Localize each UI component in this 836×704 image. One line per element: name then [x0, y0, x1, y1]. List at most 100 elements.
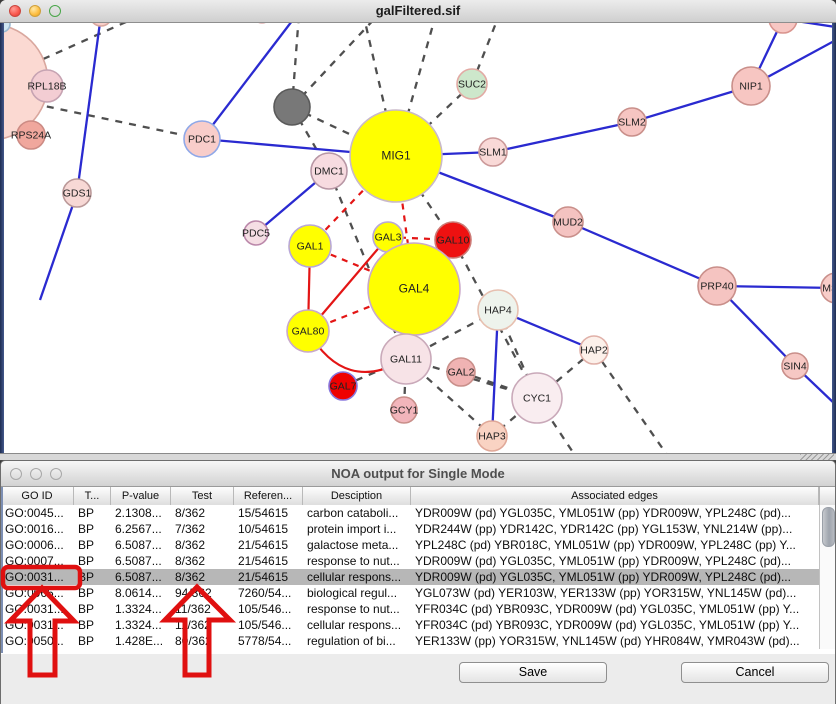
network-edge [794, 365, 836, 407]
maximize-icon[interactable] [50, 468, 62, 480]
node-hap2[interactable] [579, 335, 609, 365]
save-button[interactable]: Save [459, 662, 607, 683]
table-cell: BP [78, 602, 95, 616]
node-gal11[interactable] [380, 333, 432, 385]
table-row[interactable]: GO:0050... BP 1.428E... 80/362 5778/54... reg… [1, 633, 819, 649]
node-pdc5[interactable] [243, 220, 269, 246]
node-gal2[interactable] [446, 357, 476, 387]
minimize-icon[interactable] [30, 468, 42, 480]
node-pdc1[interactable] [183, 120, 221, 158]
window-edge [0, 22, 4, 454]
table-row[interactable]: GO:0045... BP 2.1308... 8/362 15/54615 carbon… [1, 505, 819, 521]
node-label: GAL1 [297, 241, 324, 253]
node-label: GDS1 [63, 188, 92, 200]
network-edge [716, 284, 836, 290]
node-sin4[interactable] [781, 352, 809, 380]
node-gcy1[interactable] [390, 396, 418, 424]
node-gal7[interactable] [328, 371, 358, 401]
table-cell: GO:0050... [5, 634, 64, 648]
node-label: MIG1 [381, 149, 411, 163]
table-cell: 6.5087... [115, 570, 162, 584]
node-prp40[interactable] [697, 266, 737, 306]
table-cell: 10/54615 [238, 522, 289, 536]
network-window: RPL18B RPS24A GDS1 PDC1 DMC1 MIG1 SUC2 SLM1 SLM2… [0, 0, 836, 461]
table-row[interactable]: GO:0006... BP 6.5087... 8/362 21/54615 galact… [1, 537, 819, 553]
statusbar [0, 453, 836, 460]
table-cell: 105/546... [238, 602, 292, 616]
column-header-3[interactable]: P-value [111, 487, 171, 505]
table-cell: 21/54615 [238, 570, 289, 584]
table-cell: response to nut... [307, 602, 400, 616]
table-row[interactable]: GO:0065... BP 8.0614... 94/362 7260/54... bio… [1, 585, 819, 601]
table-row[interactable]: GO:0031... BP 6.5087... 8/362 21/54615 cellul… [1, 569, 819, 585]
table-cell: GO:0031... [5, 602, 64, 616]
table-cell: GO:0031... [5, 618, 64, 632]
node-hap4[interactable] [477, 289, 519, 331]
column-header-2[interactable]: T... [74, 487, 111, 505]
table-cell: 11/362 [175, 618, 211, 632]
table-cell: 80/362 [175, 634, 212, 648]
node-label: HAP4 [484, 305, 512, 317]
node-label: PRP40 [700, 281, 733, 293]
node-nip1[interactable] [731, 66, 771, 106]
node-gal1[interactable] [288, 224, 332, 268]
network-edge [291, 0, 393, 108]
table-cell: GO:0065... [5, 586, 64, 600]
table-row[interactable]: GO:0016... BP 6.2567... 7/362 10/54615 protei… [1, 521, 819, 537]
column-header-7[interactable]: Associated edges [411, 487, 819, 505]
node-label: GAL4 [399, 282, 430, 296]
table-cell: GO:0007... [5, 554, 64, 568]
table-row[interactable]: GO:0031... BP 1.3324... 11/362 105/546... res… [1, 601, 819, 617]
column-header-1[interactable]: GO ID [1, 487, 74, 505]
network-edge [567, 220, 718, 288]
vertical-scrollbar[interactable] [819, 505, 835, 649]
table-cell: 8/362 [175, 506, 206, 520]
node-cyc1[interactable] [511, 372, 563, 424]
node-label: GAL10 [437, 235, 470, 247]
node-mud2[interactable] [552, 206, 584, 238]
node-dmc1[interactable] [310, 152, 348, 190]
maximize-icon[interactable] [49, 5, 61, 17]
table-header[interactable]: GO ID T... P-value Test Referen... Desciption… [1, 487, 819, 506]
node-gds1[interactable] [62, 178, 92, 208]
column-header-4[interactable]: Test [171, 487, 234, 505]
node-label: GAL3 [375, 232, 402, 244]
network-canvas[interactable]: RPL18B RPS24A GDS1 PDC1 DMC1 MIG1 SUC2 SLM1 SLM2… [0, 0, 836, 460]
window-title: NOA output for Single Mode [331, 466, 505, 481]
table-cell: 21/54615 [238, 538, 289, 552]
table-row[interactable]: GO:0031... BP 1.3324... 11/362 105/546... cel… [1, 617, 819, 633]
node-suc2[interactable] [456, 68, 488, 100]
scrollbar-thumb[interactable] [822, 507, 835, 547]
resize-grip-icon[interactable] [800, 454, 834, 460]
table-cell: regulation of bi... [307, 634, 396, 648]
column-header-5[interactable]: Referen... [234, 487, 303, 505]
node-mig1[interactable] [349, 109, 443, 203]
table-row[interactable]: GO:0007... BP 6.5087... 8/362 21/54615 respon… [1, 553, 819, 569]
node-slm1[interactable] [478, 137, 508, 167]
network-edge [490, 309, 500, 437]
table-cell: BP [78, 554, 95, 568]
table-cell: 6.5087... [115, 538, 162, 552]
table-cell: biological regul... [307, 586, 398, 600]
network-edge [291, 105, 397, 158]
table-header-corner [819, 487, 835, 506]
node-slm2[interactable] [617, 107, 647, 137]
close-icon[interactable] [9, 5, 21, 17]
node-gal10[interactable] [434, 221, 472, 259]
window-edge [832, 22, 836, 454]
minimize-icon[interactable] [29, 5, 41, 17]
node-label: NIP1 [739, 81, 763, 93]
close-icon[interactable] [10, 468, 22, 480]
cancel-button[interactable]: Cancel [681, 662, 829, 683]
node-hap3[interactable] [476, 420, 508, 452]
node-rpl18b[interactable] [30, 69, 64, 103]
network-edge [631, 84, 752, 124]
node-gal80[interactable] [286, 309, 330, 353]
node-rps24a[interactable] [16, 120, 46, 150]
column-header-6[interactable]: Desciption [303, 487, 411, 505]
network-edge [75, 14, 103, 194]
node-unlabeled[interactable] [273, 88, 311, 126]
network-edge [492, 120, 633, 154]
node-label: PDC1 [188, 134, 216, 146]
